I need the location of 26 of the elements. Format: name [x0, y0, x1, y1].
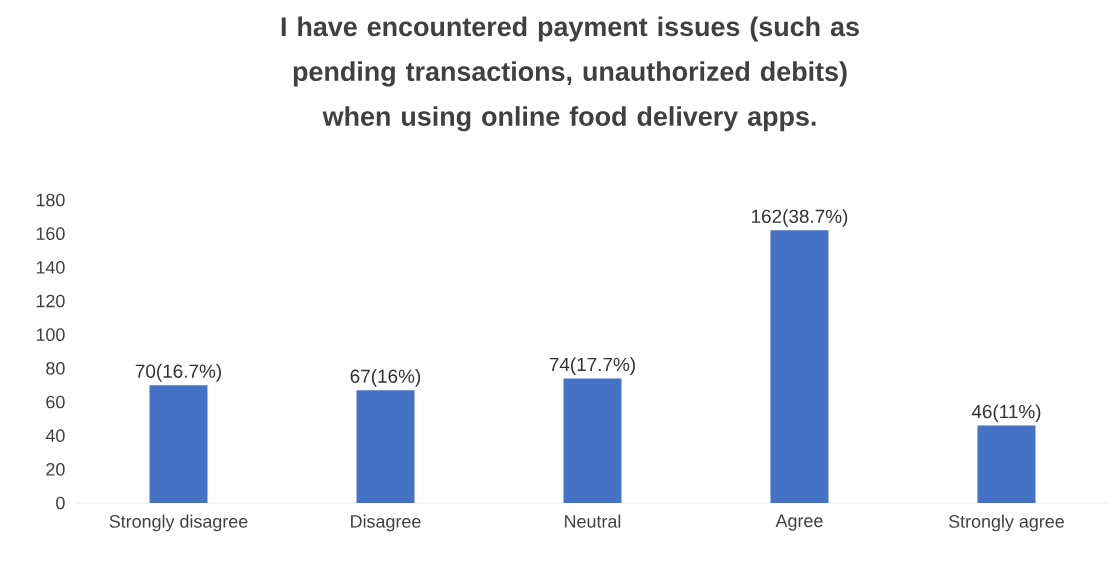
data-label: 46(11%): [971, 404, 1041, 423]
y-tick-label: 140: [36, 260, 65, 274]
y-tick-label: 180: [36, 193, 65, 207]
x-tick-label: Disagree: [351, 514, 421, 532]
y-tick-label: 160: [36, 227, 65, 240]
data-label: 70(16.7%): [135, 363, 221, 382]
y-tick-label: 60: [46, 395, 65, 409]
x-tick-label: Strongly disagree: [109, 514, 248, 532]
data-label: 67(16%): [350, 369, 421, 387]
bar: [149, 385, 208, 503]
bar: [770, 230, 829, 503]
bar: [977, 425, 1036, 503]
x-tick-label: Strongly agree: [948, 514, 1064, 532]
data-label: 162(38.7%): [751, 209, 848, 227]
y-tick-label: 120: [36, 294, 65, 308]
y-tick-label: 100: [36, 328, 65, 341]
data-label: 74(17.7%): [549, 357, 635, 375]
bar: [356, 390, 415, 503]
chart-title: I have encountered payment issues (such as pending transactions, unauthorized debits) when using online food delivery apps.: [281, 16, 859, 132]
y-tick-label: 80: [46, 361, 65, 375]
y-tick-label: 20: [46, 462, 65, 476]
y-tick-label: 0: [56, 496, 65, 510]
y-tick-label: 40: [45, 429, 65, 442]
x-tick-label: Neutral: [565, 514, 621, 528]
bar: [563, 378, 622, 503]
x-tick-label: Agree: [775, 514, 823, 531]
